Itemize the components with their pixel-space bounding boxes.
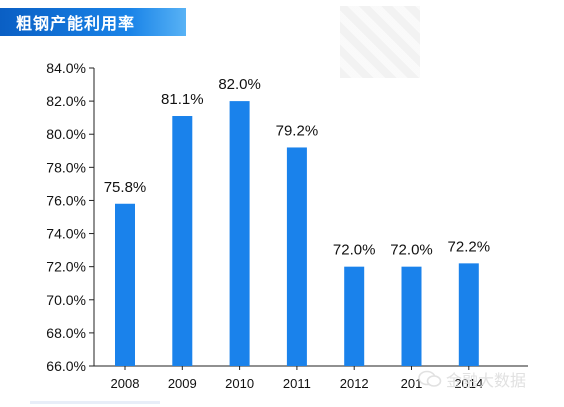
x-tick-label: 2014 xyxy=(454,376,483,391)
chart-title: 粗钢产能利用率 xyxy=(16,14,136,33)
data-label: 79.2% xyxy=(276,122,319,139)
watermark-text: 金融大数据 xyxy=(446,371,527,390)
y-tick-label: 78.0% xyxy=(46,159,86,175)
bar xyxy=(229,101,250,366)
chart-axes: 66.0% 68.0% 70.0% 72.0% 74.0% 76.0% 78.0% 80.0%… xyxy=(46,60,528,374)
data-label: 81.1% xyxy=(161,91,204,108)
data-label: 82.0% xyxy=(218,76,261,93)
x-tick-label: 2008 xyxy=(111,376,140,391)
data-label: 72.2% xyxy=(448,238,491,255)
x-tick-label: 201 xyxy=(401,376,423,391)
y-tick-label: 70.0% xyxy=(46,292,86,308)
chart-title-banner: 粗钢产能利用率 xyxy=(0,8,186,36)
y-tick-label: 74.0% xyxy=(46,226,86,242)
data-label: 72.0% xyxy=(333,242,376,259)
y-tick-label: 82.0% xyxy=(46,93,86,109)
y-tick-label: 80.0% xyxy=(46,126,86,142)
bottom-divider xyxy=(30,401,160,404)
y-tick-label: 72.0% xyxy=(46,259,86,275)
bar xyxy=(344,266,365,366)
data-label: 72.0% xyxy=(390,242,433,259)
bar xyxy=(286,147,307,366)
data-label: 75.8% xyxy=(104,179,147,196)
bar xyxy=(115,203,135,366)
y-tick-label: 68.0% xyxy=(46,325,86,341)
x-tick-label: 2012 xyxy=(340,376,369,391)
x-tick-label: 2010 xyxy=(225,376,254,391)
chat-bubble-icon xyxy=(418,370,442,387)
chart-bars xyxy=(115,101,479,366)
y-tick-label: 66.0% xyxy=(46,358,86,374)
bar xyxy=(172,116,193,366)
x-tick-label: 2009 xyxy=(168,376,197,391)
chart-labels: 200875.8%200981.1%201082.0%201179.2%2012… xyxy=(104,76,490,391)
watermark: 金融大数据 xyxy=(418,368,526,390)
x-tick-label: 2011 xyxy=(283,376,311,391)
bar xyxy=(401,266,422,366)
y-tick-label: 76.0% xyxy=(46,192,86,208)
blurred-region xyxy=(340,6,420,78)
bar xyxy=(458,263,479,366)
y-tick-label: 84.0% xyxy=(46,60,86,76)
